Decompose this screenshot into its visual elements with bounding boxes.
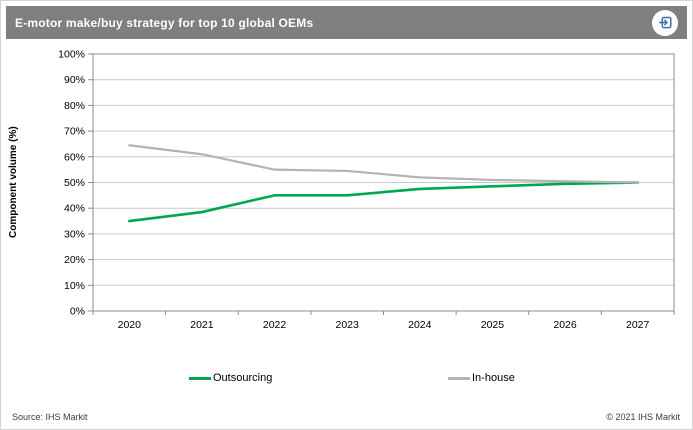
series-line-outsourcing <box>128 181 639 223</box>
header-bar: E-motor make/buy strategy for top 10 glo… <box>6 6 687 39</box>
source-note: Source: IHS Markit <box>12 412 88 422</box>
y-tick-label: 10% <box>64 280 85 292</box>
y-tick-label: 60% <box>64 151 85 163</box>
x-tick-label: 2025 <box>481 319 505 331</box>
legend-swatch <box>189 376 211 380</box>
legend-swatch <box>448 376 470 380</box>
legend-item-in-house: In-house <box>448 372 515 384</box>
x-tick-label: 2022 <box>263 319 287 331</box>
y-tick-label: 80% <box>64 100 85 112</box>
y-tick-label: 40% <box>64 203 85 215</box>
y-tick-label: 70% <box>64 126 85 138</box>
y-tick-label: 90% <box>64 74 85 86</box>
legend-label: In-house <box>472 372 515 384</box>
y-tick-label: 0% <box>70 306 85 318</box>
x-tick-label: 2021 <box>190 319 214 331</box>
series-line-in-house <box>128 144 639 184</box>
x-tick-label: 2024 <box>408 319 432 331</box>
box-arrow-in-right-icon[interactable] <box>652 9 678 36</box>
y-tick-label: 100% <box>58 49 85 61</box>
copyright-note: © 2021 IHS Markit <box>606 412 680 422</box>
x-tick-label: 2026 <box>553 319 577 331</box>
y-tick-label: 30% <box>64 228 85 240</box>
page-title: E-motor make/buy strategy for top 10 glo… <box>15 15 314 30</box>
x-tick-label: 2020 <box>118 319 142 331</box>
box-arrow-in-right-glyph <box>658 16 671 29</box>
y-tick-label: 50% <box>64 177 85 189</box>
line-chart: 0% 10% 20% 30% 40% 50% 60% 70% 80% 90% 100% 2020 202… <box>58 49 675 331</box>
x-tick-label: 2027 <box>626 319 650 331</box>
x-tick-label: 2023 <box>336 319 360 331</box>
legend-item-outsourcing: Outsourcing <box>189 372 272 384</box>
y-tick-label: 20% <box>64 254 85 266</box>
legend-label: Outsourcing <box>213 372 273 384</box>
